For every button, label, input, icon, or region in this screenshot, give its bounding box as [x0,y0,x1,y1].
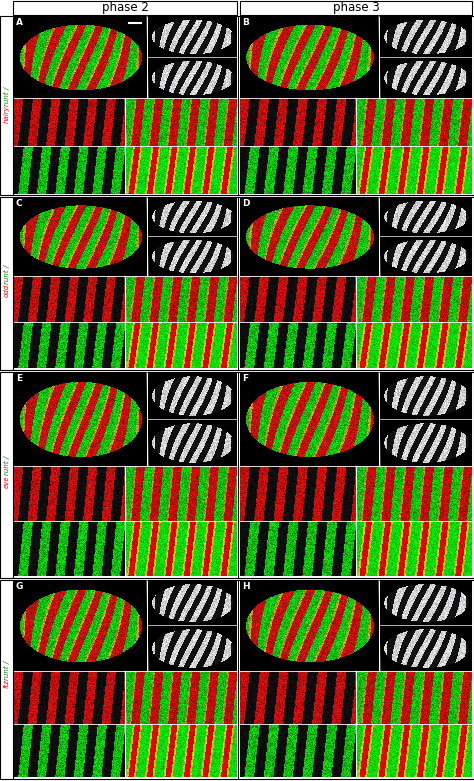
Text: phase 2: phase 2 [101,2,148,15]
Text: runt /: runt / [3,454,9,475]
Bar [0,16,13,195]
Text: odd: odd [3,284,9,297]
Bar [0,580,13,779]
Text: eve: eve [3,475,9,487]
Bar [0,197,13,370]
Text: A: A [16,18,23,27]
Bar [0,372,13,578]
Text: C: C [16,199,23,208]
Text: phase 3: phase 3 [333,2,379,15]
Text: B: B [242,18,249,27]
Bar [13,580,474,779]
Text: D: D [242,199,249,208]
Text: H: H [242,582,250,591]
Text: ftz: ftz [3,679,9,688]
Text: F: F [242,374,248,383]
Text: hairy: hairy [3,105,9,123]
Bar [13,197,474,370]
Bar [240,1,472,15]
Bar [13,372,474,578]
Bar [13,16,474,195]
Text: runt /: runt / [3,84,9,105]
Text: G: G [16,582,23,591]
Text: runt /: runt / [3,262,9,284]
Text: runt /: runt / [3,658,9,679]
Text: E: E [16,374,22,383]
Bar [13,1,237,15]
